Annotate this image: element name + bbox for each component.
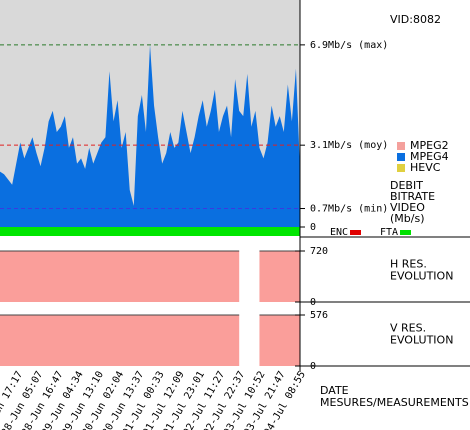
legend-label: MPEG2 xyxy=(410,139,449,152)
y-tick-label: 576 xyxy=(310,310,328,321)
panel-title: DEBIT xyxy=(390,179,423,192)
resolution-band xyxy=(0,251,240,302)
flag-label: FTA xyxy=(380,227,398,238)
resolution-band xyxy=(259,251,300,302)
x-axis-title: DATE xyxy=(320,384,349,397)
y-tick-label: 0 xyxy=(310,222,316,233)
legend-label: HEVC xyxy=(410,161,441,174)
x-axis-title: MESURES/MEASUREMENTS xyxy=(320,396,469,409)
reference-label: 0.7Mb/s (min) xyxy=(310,204,388,215)
flag-label: ENC xyxy=(330,227,348,238)
panel-title: VIDEO xyxy=(390,201,425,214)
resolution-band xyxy=(0,315,240,366)
legend-swatch xyxy=(397,153,405,161)
reference-label: 6.9Mb/s (max) xyxy=(310,40,388,51)
legend-swatch xyxy=(397,142,405,150)
panel-title: EVOLUTION xyxy=(390,270,453,283)
panel-title: V RES. xyxy=(390,322,426,335)
panel-title: H RES. xyxy=(390,258,427,271)
reference-label: 3.1Mb/s (moy) xyxy=(310,140,388,151)
resolution-band xyxy=(259,315,300,366)
legend-swatch xyxy=(397,164,405,172)
vid-label: VID:8082 xyxy=(390,13,441,26)
y-tick-label: 720 xyxy=(310,246,328,257)
panel-title: (Mb/s) xyxy=(390,212,425,225)
panel-title: BITRATE xyxy=(390,190,435,203)
status-bar xyxy=(0,227,300,236)
bitrate-area xyxy=(0,44,300,227)
flag-box xyxy=(400,230,411,235)
panel-title: EVOLUTION xyxy=(390,334,453,347)
legend-label: MPEG4 xyxy=(410,150,449,163)
flag-box xyxy=(350,230,361,235)
